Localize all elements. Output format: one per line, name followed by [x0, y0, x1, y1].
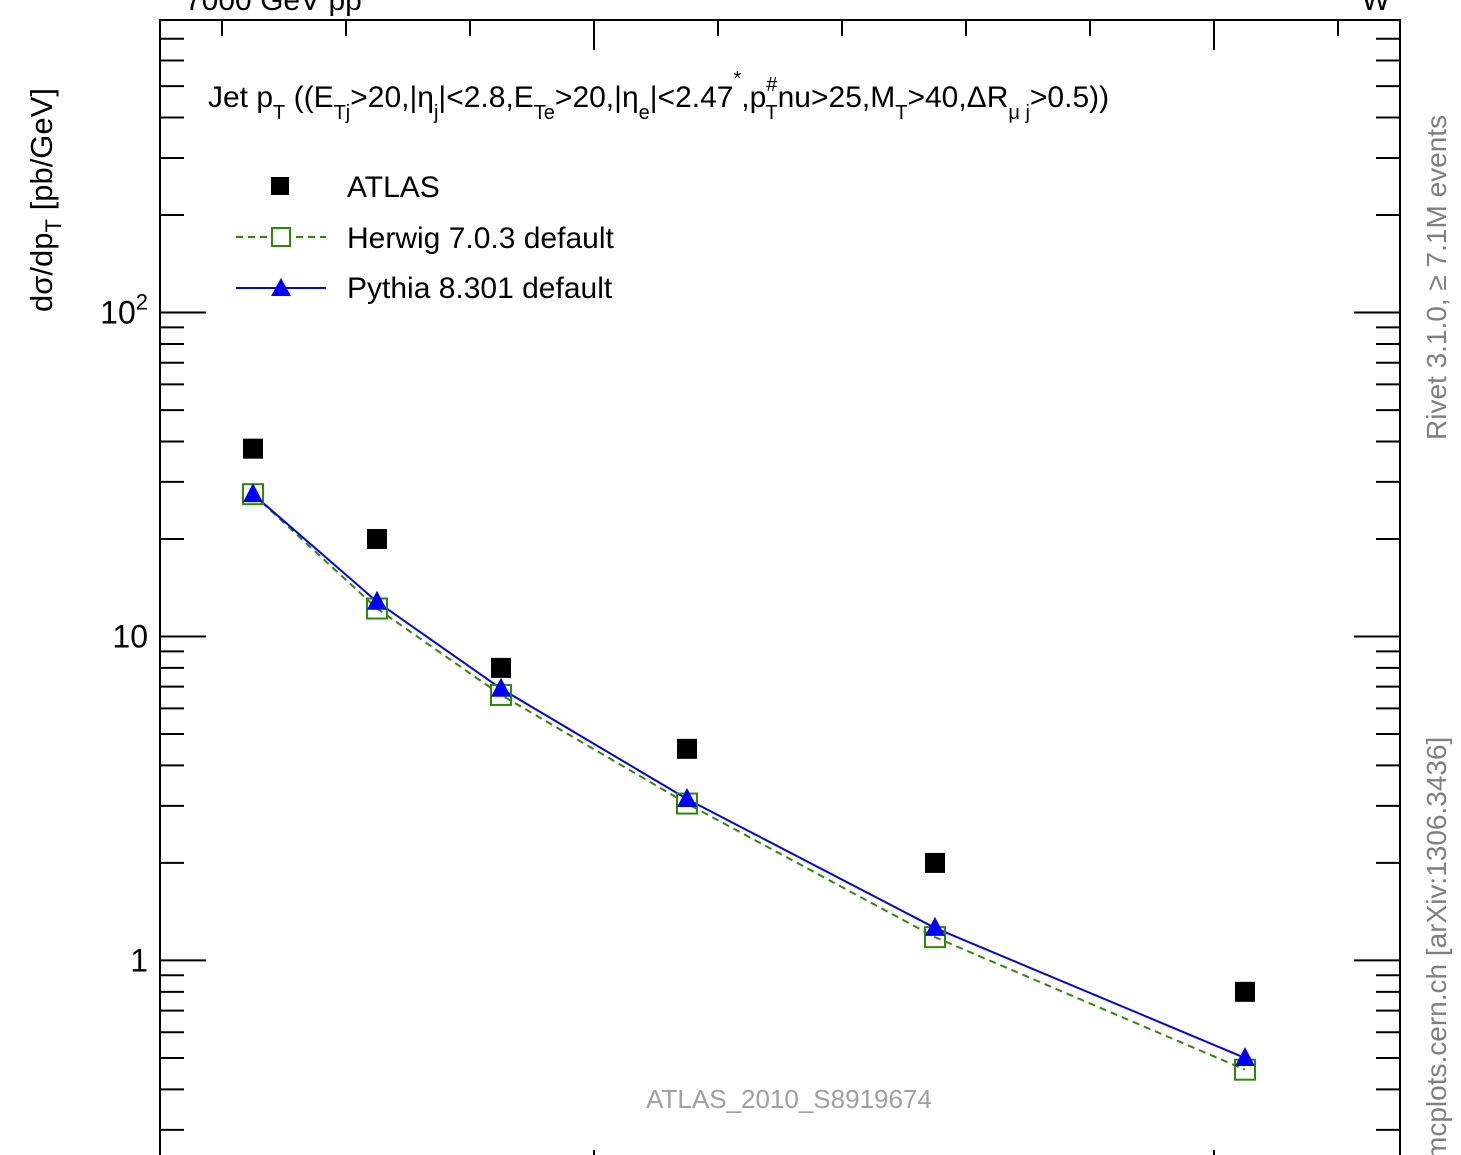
- legend: ATLAS Herwig 7.0.3 default Pythia 8.301 …: [236, 171, 614, 305]
- legend-marker-pythia: [271, 278, 291, 296]
- y-tick-label: 102: [100, 290, 148, 331]
- data-point-pythia: [677, 788, 697, 808]
- header-right: W: [1362, 0, 1391, 17]
- data-point-atlas: [677, 738, 697, 759]
- legend-marker-herwig: [271, 227, 291, 247]
- mcplots-label: mcplots.cern.ch [arXiv:1306.3436]: [1421, 737, 1452, 1155]
- y-axis-label: dσ/dpT [pb/GeV]: [24, 88, 66, 312]
- ylabel-main: dσ/dp: [24, 232, 59, 311]
- data-series: [242, 438, 1256, 1081]
- legend-label-atlas: ATLAS: [347, 171, 440, 204]
- header-left: 7000 GeV pp: [185, 0, 362, 17]
- series-line-2: [252, 493, 1246, 1059]
- data-point-pythia: [491, 677, 511, 697]
- data-point-atlas: [243, 438, 263, 459]
- data-point-pythia: [243, 483, 263, 503]
- legend-marker-atlas: [271, 177, 289, 195]
- data-point-pythia: [925, 916, 945, 936]
- series-line-1: [252, 493, 1246, 1071]
- rivet-label: Rivet 3.1.0, ≥ 7.1M events: [1421, 115, 1452, 440]
- y-tick-label: 10: [112, 618, 148, 654]
- y-tick-label: 1: [130, 942, 148, 978]
- data-point-pythia: [1235, 1046, 1255, 1066]
- data-point-atlas: [367, 528, 387, 549]
- data-point-atlas: [925, 852, 945, 873]
- legend-label-pythia: Pythia 8.301 default: [347, 272, 613, 305]
- y-tick-labels: 1 10 102: [100, 290, 148, 979]
- axis-ticks: [160, 19, 1400, 1155]
- chart-title: Jet pT ((ETj>20,|ηj|<2.8,ETe>20,|ηe|<2.4…: [208, 68, 1109, 124]
- plot-frame: [159, 19, 1401, 1155]
- analysis-watermark: ATLAS_2010_S8919674: [646, 1084, 932, 1114]
- data-point-pythia: [367, 590, 387, 610]
- data-point-atlas: [1235, 981, 1255, 1002]
- ylabel-unit: [pb/GeV]: [24, 88, 59, 219]
- legend-label-herwig: Herwig 7.0.3 default: [347, 222, 614, 255]
- data-point-atlas: [491, 657, 511, 678]
- ylabel-sub: T: [41, 219, 66, 232]
